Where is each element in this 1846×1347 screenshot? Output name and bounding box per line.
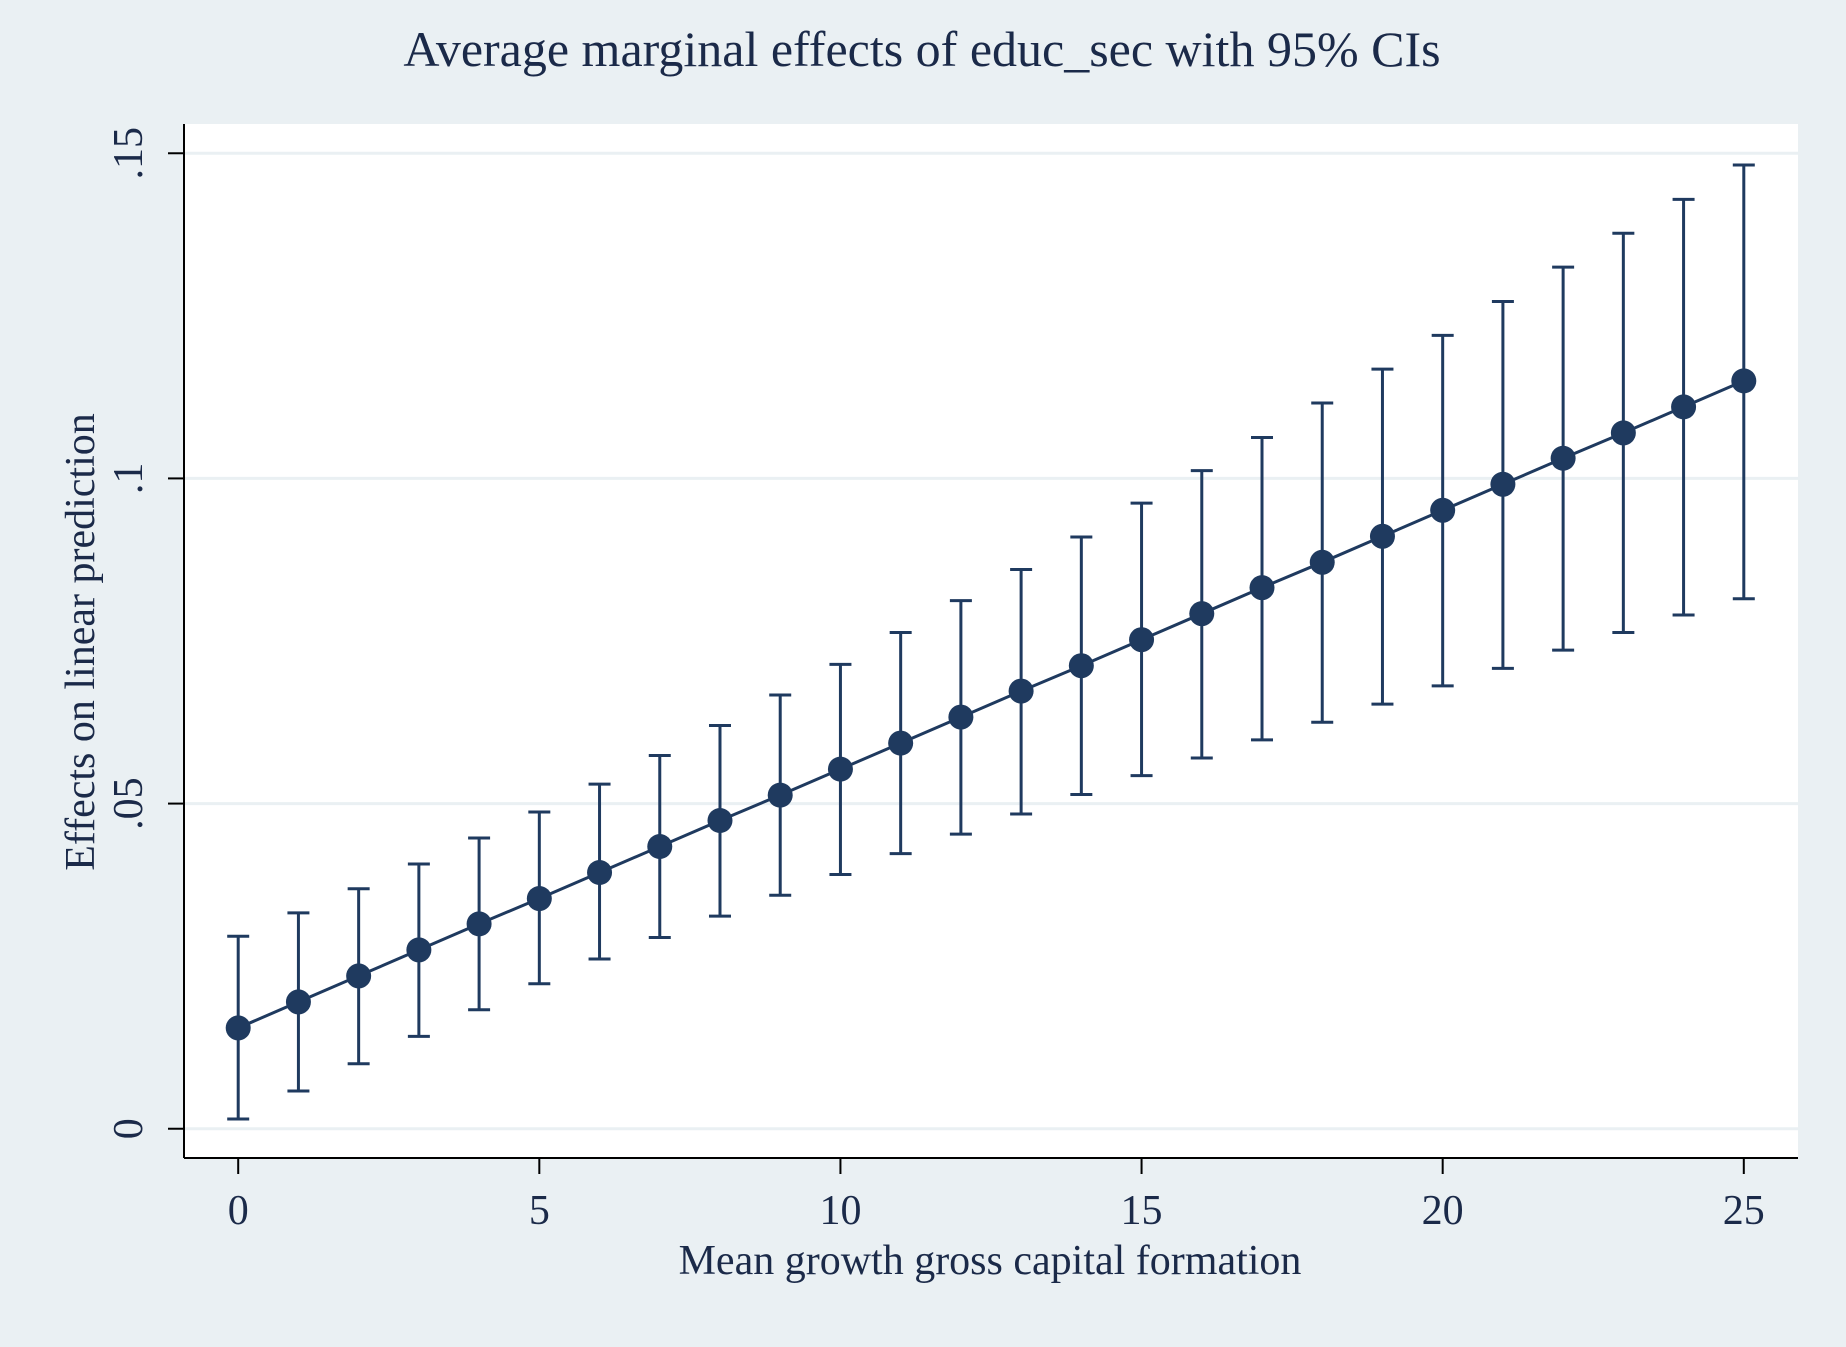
x-tick-label: 10 — [819, 1188, 861, 1234]
data-point — [888, 730, 914, 756]
data-point — [285, 989, 311, 1015]
data-point — [647, 833, 673, 859]
data-point — [1490, 471, 1516, 497]
y-tick-label: .05 — [106, 777, 152, 830]
y-axis-label: Effects on linear prediction — [58, 413, 104, 871]
data-point — [707, 807, 733, 833]
data-point — [406, 937, 432, 963]
x-tick-label: 5 — [529, 1188, 550, 1234]
x-tick-label: 15 — [1121, 1188, 1163, 1234]
chart-title: Average marginal effects of educ_sec wit… — [403, 21, 1440, 77]
data-point — [1550, 445, 1576, 471]
data-point — [1008, 678, 1034, 704]
data-point — [1610, 420, 1636, 446]
data-point — [587, 860, 613, 886]
data-point — [948, 704, 974, 730]
axes: 0 5 10 15 20 25 0 .05 .1 .15 — [106, 124, 1798, 1234]
data-point — [1369, 523, 1395, 549]
x-tick-label: 20 — [1422, 1188, 1464, 1234]
grid-lines — [184, 151, 1798, 1131]
data-point — [767, 782, 793, 808]
x-axis-label: Mean growth gross capital formation — [679, 1238, 1302, 1284]
data-point — [526, 886, 552, 912]
plot-area — [184, 124, 1798, 1158]
y-tick-label: .15 — [106, 127, 152, 180]
data-point — [466, 911, 492, 937]
data-point — [1068, 653, 1094, 679]
data-point — [1309, 549, 1335, 575]
data-point — [1430, 497, 1456, 523]
data-point — [1671, 394, 1697, 420]
y-tick-label: .1 — [106, 463, 152, 495]
data-point — [1731, 368, 1757, 394]
data-point — [225, 1015, 251, 1041]
data-layer — [225, 163, 1757, 1121]
data-point — [1189, 601, 1215, 627]
data-point — [827, 756, 853, 782]
y-tick-label: 0 — [106, 1118, 152, 1139]
data-point — [346, 963, 372, 989]
x-tick-label: 0 — [228, 1188, 249, 1234]
data-point — [1249, 575, 1275, 601]
data-point — [1129, 627, 1155, 653]
x-tick-label: 25 — [1723, 1188, 1765, 1234]
